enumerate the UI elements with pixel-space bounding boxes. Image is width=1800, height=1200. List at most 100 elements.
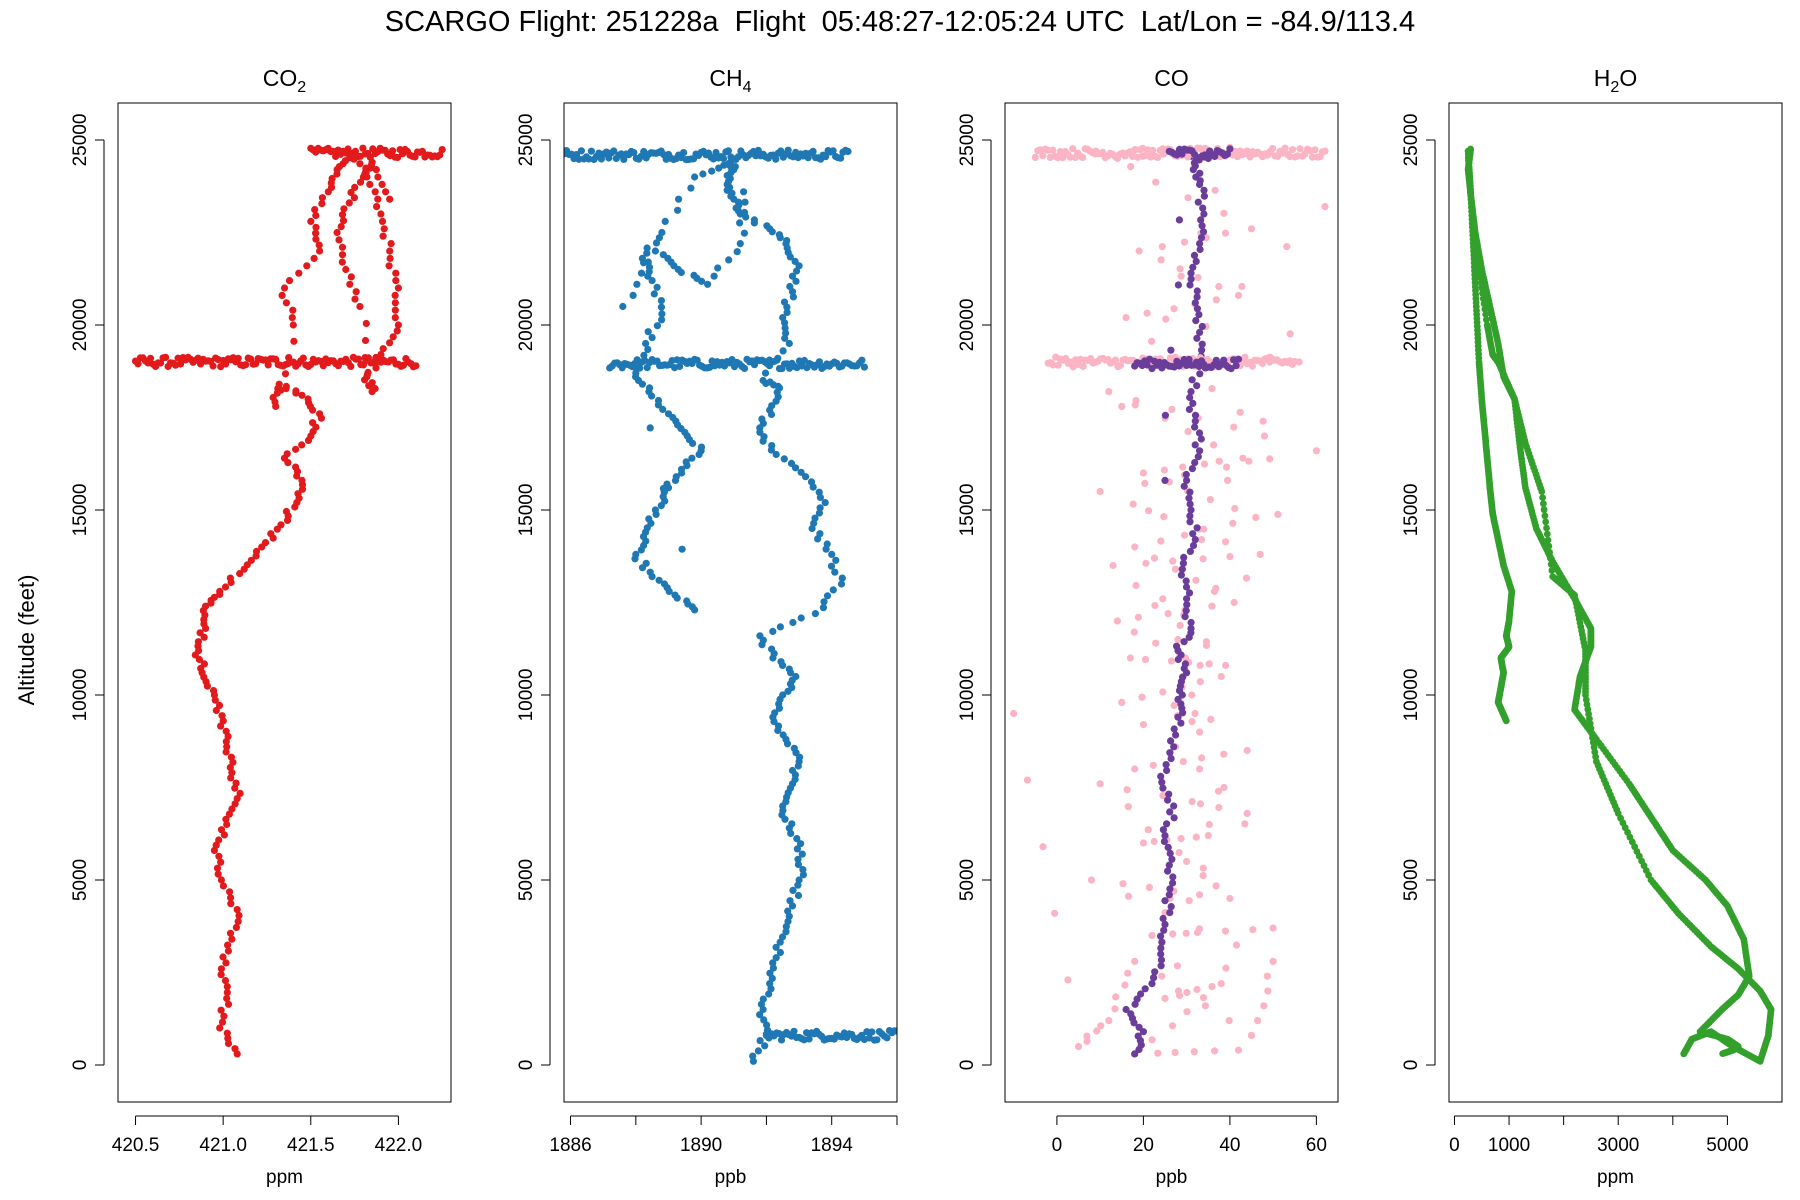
data-point [785,339,793,348]
plot-area [1464,145,1775,1065]
data-point [799,866,807,874]
data-point [1186,488,1194,496]
data-point [1234,1046,1243,1054]
data-point [1160,926,1168,934]
data-point [373,203,381,211]
y-tick-label: 5000 [516,859,537,901]
data-point [342,265,350,274]
data-point [1039,152,1047,160]
data-point [1193,287,1201,295]
data-point [774,722,783,730]
series-2 [1122,147,1213,1058]
data-point [1191,536,1199,544]
data-point [811,610,820,618]
data-point [1124,803,1132,811]
data-point [1111,1005,1119,1013]
data-point [1215,803,1223,812]
series-3 [1464,154,1516,725]
data-point [436,151,444,159]
data-point [1161,897,1169,905]
data-point [798,850,806,858]
data-point [1211,1047,1219,1055]
data-point [724,147,733,155]
data-point [209,362,217,370]
data-point [252,547,261,556]
data-point [1113,617,1121,625]
data-point [386,254,394,262]
data-point [1193,985,1201,994]
data-point [1241,353,1249,361]
data-point [1543,530,1551,538]
data-point [1177,272,1185,280]
y-tick-label: 15000 [1401,484,1422,537]
data-point [1223,463,1231,471]
data-point [1197,234,1206,242]
data-point [1131,1050,1139,1058]
data-point [1193,928,1202,937]
data-point [215,836,223,844]
data-point [1191,459,1199,467]
data-point [309,419,317,427]
plot-frame [1448,102,1783,1103]
y-tick-label: 0 [70,1060,91,1071]
data-point [1157,772,1165,781]
data-point [1198,340,1206,348]
data-point [1481,305,1489,313]
data-point [699,170,707,178]
data-point [643,249,651,257]
data-point [1124,969,1132,977]
data-point [782,928,790,936]
data-point [372,364,380,372]
data-point [695,450,703,459]
panel-3: CO 0 20 40 60 ppb 0 5000 10000 15000 20000 25000 [957,65,1339,1188]
data-point [1242,574,1251,582]
data-point [288,314,296,322]
data-point [1130,628,1138,636]
data-point [224,1000,233,1008]
data-point [868,1028,876,1036]
data-point [347,273,355,281]
data-point [1198,754,1206,762]
data-point [772,943,780,951]
data-point [228,935,236,943]
x-tick-label: 3000 [1597,1135,1639,1156]
data-point [790,744,798,752]
data-point [412,362,420,370]
data-point [657,297,666,305]
data-point [1160,466,1168,474]
data-point [247,556,255,564]
data-point [335,236,343,244]
data-point [220,1012,228,1020]
data-point [1176,991,1184,1000]
data-point [1161,411,1169,419]
data-point [712,148,720,157]
data-point [1191,441,1199,449]
data-point [379,345,387,353]
data-point [391,299,399,307]
data-point [338,251,347,259]
data-point [587,147,596,155]
data-point [1263,972,1271,980]
data-point [674,206,682,214]
data-point [392,269,400,277]
data-point [352,288,360,296]
data-point [1186,518,1194,526]
data-point [1159,784,1167,792]
data-point [644,258,652,266]
data-point [1129,500,1137,508]
data-point [235,911,243,920]
data-point [379,232,387,240]
data-point [1145,883,1153,892]
data-point [704,280,712,288]
data-point [1254,1017,1262,1025]
y-tick-label: 25000 [516,114,537,167]
y-tick-label: 15000 [70,484,91,537]
data-point [697,277,706,285]
data-point [794,891,803,900]
data-point [678,545,686,553]
data-point [1164,796,1172,804]
data-point [374,195,382,203]
data-point [1193,382,1201,390]
data-point [1164,610,1172,618]
plot-area [1010,143,1329,1058]
